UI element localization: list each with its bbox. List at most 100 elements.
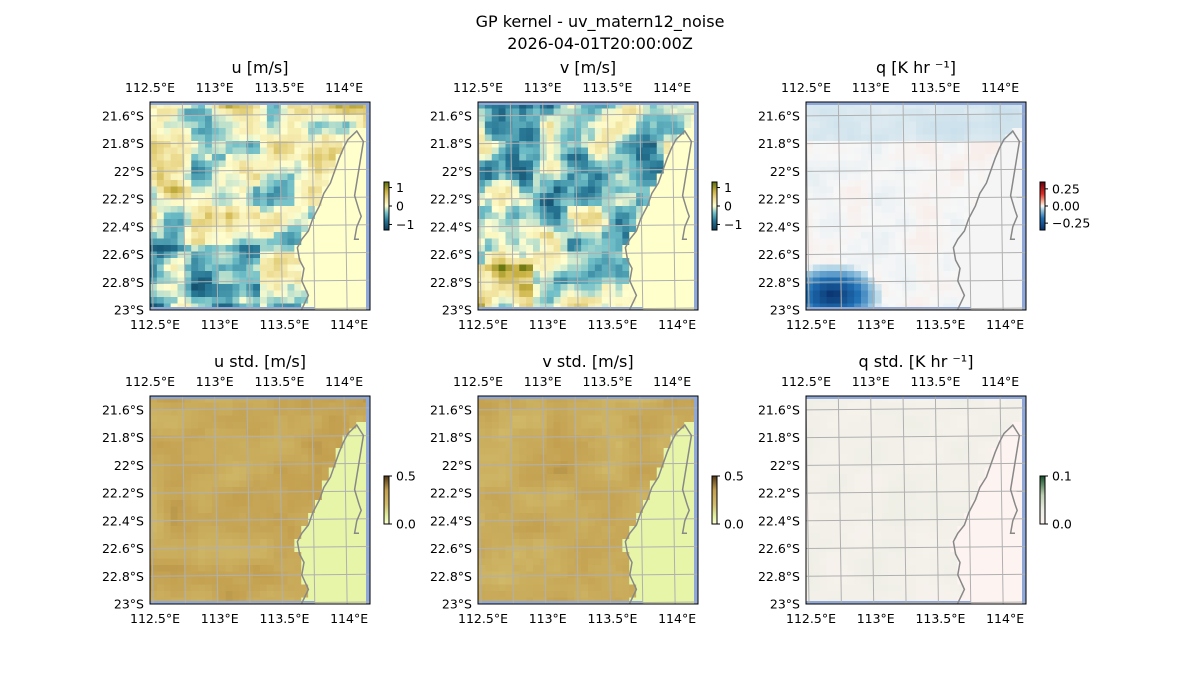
heatmap-cell (342, 193, 350, 200)
heatmap-cell (998, 121, 1006, 129)
heatmap-cell (287, 519, 295, 527)
heatmap-cell (806, 186, 814, 194)
heatmap-cell (581, 212, 589, 220)
heatmap-cell (615, 160, 623, 168)
heatmap-cell (861, 212, 869, 220)
heatmap-cell (929, 303, 938, 310)
heatmap-cell (656, 258, 665, 265)
heatmap-cell (656, 409, 665, 416)
heatmap-cell (833, 225, 841, 233)
heatmap-cell (533, 219, 541, 226)
heatmap-cell (936, 180, 944, 187)
heatmap-cell (594, 186, 603, 194)
heatmap-cell (349, 251, 357, 259)
heatmap-cell (198, 558, 206, 566)
heatmap-cell (546, 219, 555, 226)
heatmap-cell (498, 454, 506, 462)
heatmap-cell (567, 409, 575, 416)
heatmap-cell (567, 480, 575, 488)
heatmap-cell (484, 284, 493, 291)
heatmap-cell (922, 290, 931, 298)
heatmap-cell (163, 134, 172, 142)
ytick-label: 23°S (114, 303, 144, 318)
heatmap-cell (649, 500, 658, 507)
heatmap-cell (636, 154, 644, 161)
heatmap-cell (280, 225, 288, 233)
heatmap-cell (643, 435, 651, 442)
heatmap-cell (806, 219, 814, 226)
heatmap-cell (567, 206, 575, 213)
heatmap-cell (484, 396, 493, 403)
heatmap-cell (656, 500, 665, 507)
heatmap-cell (643, 500, 651, 507)
heatmap-cell (677, 415, 685, 423)
heatmap-cell (622, 193, 630, 200)
heatmap-cell (546, 428, 555, 436)
heatmap-cell (512, 108, 520, 116)
heatmap-cell (608, 448, 616, 455)
heatmap-cell (819, 258, 828, 265)
heatmap-cell (478, 245, 486, 252)
heatmap-cell (218, 251, 227, 259)
heatmap-cell (622, 186, 630, 194)
heatmap-cell (567, 258, 575, 265)
heatmap-cell (1005, 128, 1013, 135)
heatmap-cell (308, 558, 316, 566)
heatmap-cell (315, 558, 323, 566)
heatmap-cell (294, 506, 302, 514)
heatmap-cell (239, 180, 247, 187)
heatmap-cell (588, 160, 596, 168)
heatmap-cell (163, 558, 172, 566)
heatmap-cell (916, 108, 924, 116)
heatmap-cell (601, 251, 610, 259)
heatmap-cell (232, 539, 240, 546)
heatmap-cell (684, 409, 692, 416)
heatmap-cell (156, 571, 165, 579)
heatmap-cell (588, 303, 596, 310)
heatmap-cell (677, 526, 685, 533)
heatmap-cell (191, 506, 199, 514)
heatmap-cell (812, 115, 821, 122)
heatmap-cell (881, 115, 889, 122)
heatmap-cell (629, 532, 637, 540)
heatmap-cell (622, 532, 630, 540)
heatmap-cell (677, 147, 685, 155)
heatmap-cell (266, 422, 275, 429)
edge-strip-right (366, 102, 370, 310)
heatmap-cell (294, 108, 302, 116)
heatmap-cell (478, 160, 486, 168)
heatmap-cell (328, 422, 337, 429)
heatmap-cell (253, 552, 261, 559)
heatmap-cell (280, 519, 288, 527)
heatmap-cell (826, 264, 834, 272)
heatmap-cell (881, 186, 889, 194)
heatmap-cell (205, 493, 213, 501)
heatmap-cell (491, 441, 500, 449)
heatmap-cell (854, 186, 862, 194)
heatmap-cell (273, 532, 282, 540)
heatmap-cell (184, 284, 192, 291)
heatmap-cell (342, 402, 350, 410)
heatmap-cell (225, 121, 233, 129)
figure-title-line-1: GP kernel - uv_matern12_noise (476, 12, 725, 32)
heatmap-cell (854, 115, 862, 122)
heatmap-cell (553, 480, 561, 488)
heatmap-cell (163, 206, 172, 213)
gridline-lat (478, 224, 698, 228)
heatmap-cell (636, 461, 644, 468)
heatmap-cell (156, 271, 165, 278)
colorbar-tick-label: −1 (396, 217, 414, 232)
heatmap-cell (553, 454, 561, 462)
heatmap-cell (205, 121, 213, 129)
heatmap-cell (287, 454, 295, 462)
heatmap-cell (861, 277, 869, 285)
heatmap-cell (253, 180, 261, 187)
heatmap-cell (478, 219, 486, 226)
heatmap-cell (656, 147, 665, 155)
heatmap-cell (649, 134, 658, 142)
heatmap-cell (677, 141, 685, 148)
heatmap-cell (246, 193, 254, 200)
heatmap-cell (342, 284, 350, 291)
heatmap-cell (232, 212, 240, 220)
heatmap-cell (260, 232, 268, 239)
